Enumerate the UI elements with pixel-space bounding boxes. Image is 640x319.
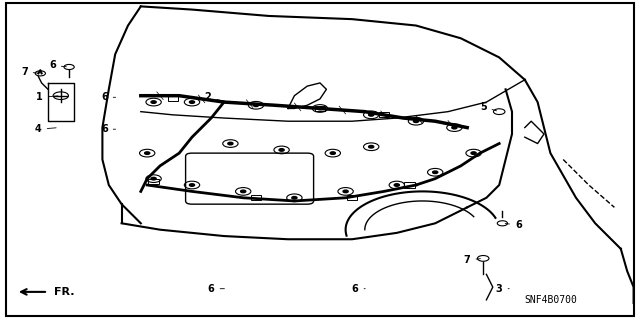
Circle shape [317, 107, 323, 110]
Text: SNF4B0700: SNF4B0700 [525, 295, 578, 305]
Bar [148, 179, 159, 184]
Text: 6: 6 [101, 124, 116, 134]
Circle shape [279, 149, 284, 151]
Bar [404, 182, 415, 188]
Circle shape [433, 171, 438, 174]
Text: 5: 5 [480, 102, 497, 112]
Text: 6: 6 [352, 284, 365, 294]
Bar [379, 112, 389, 117]
Circle shape [189, 101, 195, 103]
Circle shape [394, 184, 399, 186]
Text: 3: 3 [496, 284, 509, 294]
Circle shape [228, 142, 233, 145]
Circle shape [151, 177, 156, 180]
Circle shape [292, 197, 297, 199]
Circle shape [151, 101, 156, 103]
Text: 6: 6 [49, 60, 67, 70]
Bar [315, 106, 325, 111]
Circle shape [343, 190, 348, 193]
Circle shape [413, 120, 419, 122]
Circle shape [452, 126, 457, 129]
Circle shape [189, 184, 195, 186]
Circle shape [241, 190, 246, 193]
Text: 2: 2 [205, 92, 225, 102]
Text: 6: 6 [505, 220, 522, 230]
Text: 4: 4 [35, 124, 56, 134]
Bar [251, 195, 261, 200]
Text: 6: 6 [208, 284, 225, 294]
Text: FR.: FR. [54, 287, 75, 297]
Text: 6: 6 [101, 92, 116, 102]
Bar [347, 195, 357, 200]
Text: 7: 7 [21, 67, 38, 77]
Circle shape [471, 152, 476, 154]
Circle shape [330, 152, 335, 154]
Text: 1: 1 [36, 92, 58, 102]
Circle shape [369, 114, 374, 116]
Circle shape [369, 145, 374, 148]
Circle shape [145, 152, 150, 154]
Bar [168, 96, 178, 101]
Circle shape [253, 104, 259, 107]
Text: 7: 7 [464, 255, 481, 265]
